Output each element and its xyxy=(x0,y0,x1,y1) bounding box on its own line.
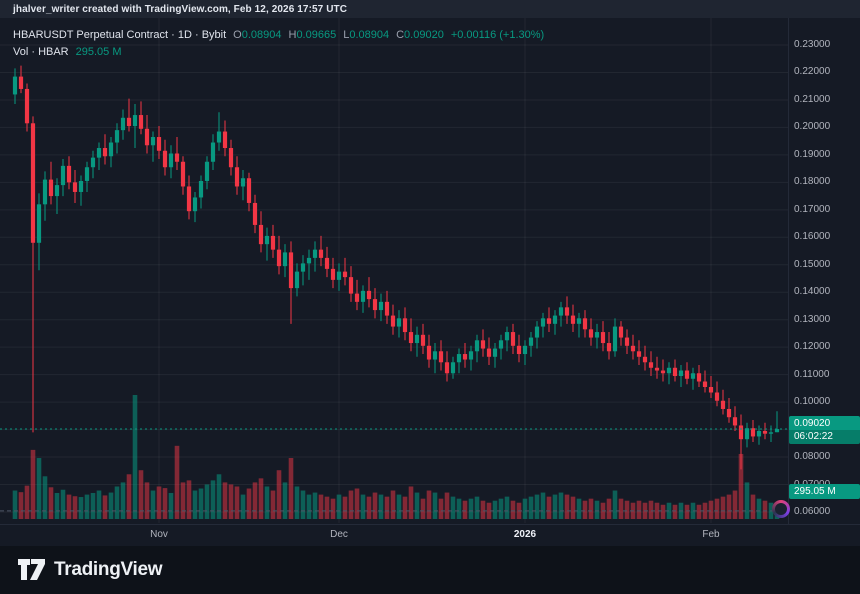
volume-value: 295.05 M xyxy=(75,45,122,58)
price-tick-label: 0.11000 xyxy=(794,368,830,380)
time-tick-label: Dec xyxy=(330,529,348,540)
price-tick-label: 0.22000 xyxy=(794,66,831,78)
price-tick-label: 0.23000 xyxy=(794,39,831,50)
close-label: C xyxy=(396,28,405,41)
price-tick-label: 0.08000 xyxy=(794,451,831,463)
low-label: L xyxy=(343,28,350,41)
symbol-title[interactable]: HBARUSDT Perpetual Contract · 1D · Bybit xyxy=(13,28,227,41)
price-axis[interactable]: 0.23000 0.22000 0.21000 0.20000 0.19000 0.180… xyxy=(788,18,860,524)
chart-legend: HBARUSDT Perpetual Contract · 1D · Bybit… xyxy=(13,26,544,60)
close-value: 0.09020 xyxy=(404,28,444,41)
volume-axis-badge: 295.05 M xyxy=(789,484,860,499)
attribution-text: jhalver_writer created with TradingView.… xyxy=(13,3,348,15)
event-badge-inner xyxy=(775,503,787,515)
price-tick-label: 0.10000 xyxy=(794,396,831,408)
change-value: +0.00116 (+1.30%) xyxy=(450,28,545,41)
volume-indicator-label[interactable]: Vol · HBAR xyxy=(13,45,69,58)
tradingview-brand-text[interactable]: TradingView xyxy=(54,559,163,580)
volume-legend-row: Vol · HBAR 295.05 M xyxy=(13,43,544,60)
high-label: H xyxy=(288,28,297,41)
tradingview-logo-icon[interactable] xyxy=(18,559,45,581)
time-tick-label: Feb xyxy=(702,529,720,540)
price-tick-label: 0.14000 xyxy=(794,286,831,298)
high-value: 0.09665 xyxy=(296,28,337,41)
time-tick-label: 2026 xyxy=(513,529,537,540)
low-value: 0.08904 xyxy=(349,28,390,41)
price-tick-label: 0.21000 xyxy=(794,93,831,105)
price-tick-label: 0.19000 xyxy=(794,148,831,160)
last-price-badge: 0.09020 06:02:22 xyxy=(789,416,860,445)
symbol-legend-row: HBARUSDT Perpetual Contract · 1D · Bybit… xyxy=(13,26,544,43)
open-label: O xyxy=(233,28,242,41)
event-badge-icon[interactable] xyxy=(772,500,790,518)
time-axis[interactable]: Nov Dec 2026 Feb xyxy=(0,524,860,546)
attribution-bar: jhalver_writer created with TradingView.… xyxy=(0,0,860,18)
price-tick-label: 0.16000 xyxy=(794,231,831,243)
price-tick-label: 0.18000 xyxy=(794,176,831,188)
last-price-value: 0.09020 xyxy=(794,418,831,430)
price-tick-label: 0.20000 xyxy=(794,121,831,133)
open-value: 0.08904 xyxy=(241,28,282,41)
price-tick-label: 0.17000 xyxy=(794,203,831,215)
time-tick-label: Nov xyxy=(150,529,168,540)
price-tick-label: 0.15000 xyxy=(794,258,831,270)
price-tick-label: 0.06000 xyxy=(794,505,831,517)
footer-bar: TradingView xyxy=(0,546,860,594)
price-tick-label: 0.12000 xyxy=(794,341,831,353)
price-tick-label: 0.13000 xyxy=(794,313,831,325)
bar-countdown: 06:02:22 xyxy=(789,430,860,445)
